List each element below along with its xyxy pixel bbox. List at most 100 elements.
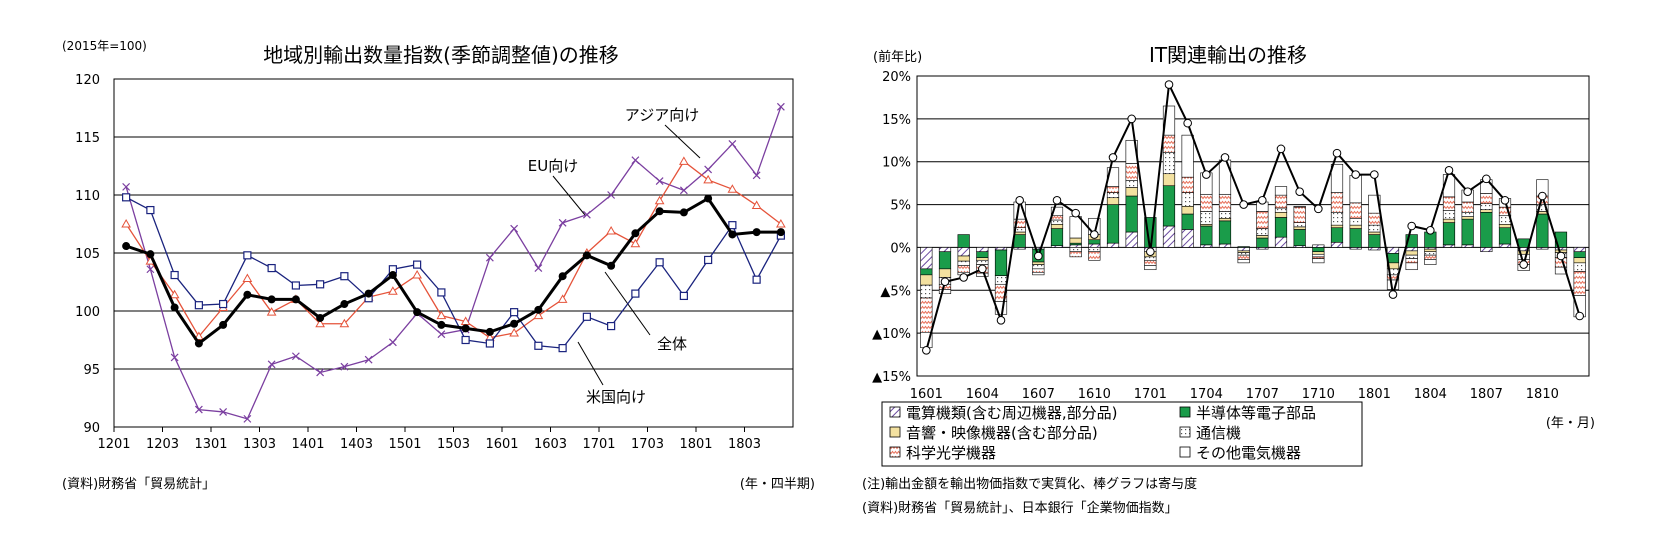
bar-segment xyxy=(957,265,970,273)
x-tick-label: 1610 xyxy=(1078,387,1111,402)
data-point-total xyxy=(704,194,713,203)
bar-segment xyxy=(1498,223,1512,229)
bar-segment xyxy=(1461,244,1474,248)
bar-segment xyxy=(1125,180,1138,188)
bar-segment xyxy=(1256,228,1269,236)
series-line-triangle xyxy=(125,160,782,339)
legend-swatch xyxy=(889,446,901,458)
data-point-us xyxy=(413,260,422,269)
bar-segment xyxy=(1461,218,1474,246)
y-tick-label: 0% xyxy=(890,241,911,256)
data-point-eu xyxy=(703,174,713,184)
bar-segment xyxy=(1461,201,1474,213)
bar-segment xyxy=(1069,244,1082,248)
bar-segment xyxy=(1536,213,1549,248)
total-point xyxy=(1538,191,1547,201)
bar-segment xyxy=(1517,253,1530,260)
x-tick-label: 1303 xyxy=(243,437,276,452)
total-point xyxy=(1575,311,1584,321)
data-point-eu xyxy=(315,318,325,328)
bar-segment xyxy=(1330,163,1344,193)
bar-segment xyxy=(1312,258,1325,264)
data-point-asia xyxy=(340,362,349,371)
x-tick-label: 1401 xyxy=(291,437,324,452)
bar-segment xyxy=(1218,243,1232,248)
bar-segment xyxy=(1274,236,1288,248)
data-point-asia xyxy=(316,368,325,377)
y-tick-label: ▲5% xyxy=(880,284,911,299)
data-point-us xyxy=(316,280,325,289)
data-point-asia xyxy=(582,210,591,219)
bar-segment xyxy=(1088,251,1101,261)
bar-segment xyxy=(1069,251,1082,258)
x-tick-label: 1703 xyxy=(631,437,664,452)
legend-label: 科学光学機器 xyxy=(906,444,996,462)
bar-segment xyxy=(1312,247,1325,253)
x-tick-label: 1501 xyxy=(388,437,421,452)
data-point-us xyxy=(243,251,252,260)
data-point-eu xyxy=(412,270,422,279)
total-point xyxy=(1202,170,1211,179)
bar-segment xyxy=(1032,271,1045,276)
bar-segment xyxy=(1554,266,1568,275)
x-tick-label: 1601 xyxy=(485,437,518,452)
bar-segment xyxy=(1349,217,1362,226)
bar-segment xyxy=(1200,225,1213,246)
bar-segment xyxy=(1181,134,1194,178)
data-point-asia xyxy=(485,253,494,262)
bar-segment xyxy=(920,297,933,333)
total-point xyxy=(1388,290,1398,299)
bar-segment xyxy=(1442,222,1456,246)
data-point-us xyxy=(219,299,228,309)
bar-segment xyxy=(1330,224,1344,229)
annotation-asia: アジア向け xyxy=(625,106,699,124)
data-point-us xyxy=(291,281,300,290)
data-point-us xyxy=(679,291,688,301)
data-point-asia xyxy=(219,407,228,416)
data-point-total xyxy=(607,261,616,270)
bar-segment xyxy=(1274,217,1288,238)
bar-segment xyxy=(1181,192,1194,207)
bar-segment xyxy=(1368,212,1381,226)
y-tick-label: 20% xyxy=(882,70,911,85)
total-point xyxy=(1164,80,1174,89)
total-point xyxy=(922,345,931,355)
data-point-asia xyxy=(364,355,373,364)
bar-segment xyxy=(1554,247,1568,251)
data-point-us xyxy=(267,263,276,273)
data-point-total xyxy=(146,250,155,259)
x-tick-label: 1607 xyxy=(1022,387,1055,402)
bar-segment xyxy=(1498,243,1512,248)
bar-segment xyxy=(920,274,933,286)
bar-segment xyxy=(1200,244,1213,248)
bar-segment xyxy=(1088,243,1101,248)
bar-segment xyxy=(1050,219,1064,225)
bar-segment xyxy=(994,275,1008,285)
bar-segment xyxy=(1405,254,1418,259)
bar-segment xyxy=(1424,248,1437,253)
data-point-total xyxy=(340,300,349,309)
bar-segment xyxy=(1368,224,1381,233)
data-point-total xyxy=(122,242,131,251)
total-point xyxy=(1127,114,1136,124)
left-chart-title: 地域別輸出数量指数(季節調整値)の推移 xyxy=(263,43,619,67)
bar-segment xyxy=(1480,209,1493,213)
bar-segment xyxy=(1069,247,1082,253)
bar-segment xyxy=(1386,247,1400,254)
bar-segment xyxy=(1256,235,1269,239)
bar-segment xyxy=(1480,203,1493,211)
data-point-eu xyxy=(242,273,253,283)
total-point xyxy=(940,277,950,287)
bar-segment xyxy=(1368,194,1381,214)
data-point-total xyxy=(291,295,300,304)
bar-segment xyxy=(1424,251,1437,256)
bar-segment xyxy=(1312,244,1325,248)
bar-segment xyxy=(1069,216,1082,239)
y-tick-label: 100 xyxy=(75,305,100,320)
bar-segment xyxy=(920,284,933,299)
bar-segment xyxy=(1274,207,1288,213)
bar-segment xyxy=(1218,217,1232,222)
bar-segment xyxy=(1573,257,1586,264)
y-tick-label: 10% xyxy=(882,156,911,171)
